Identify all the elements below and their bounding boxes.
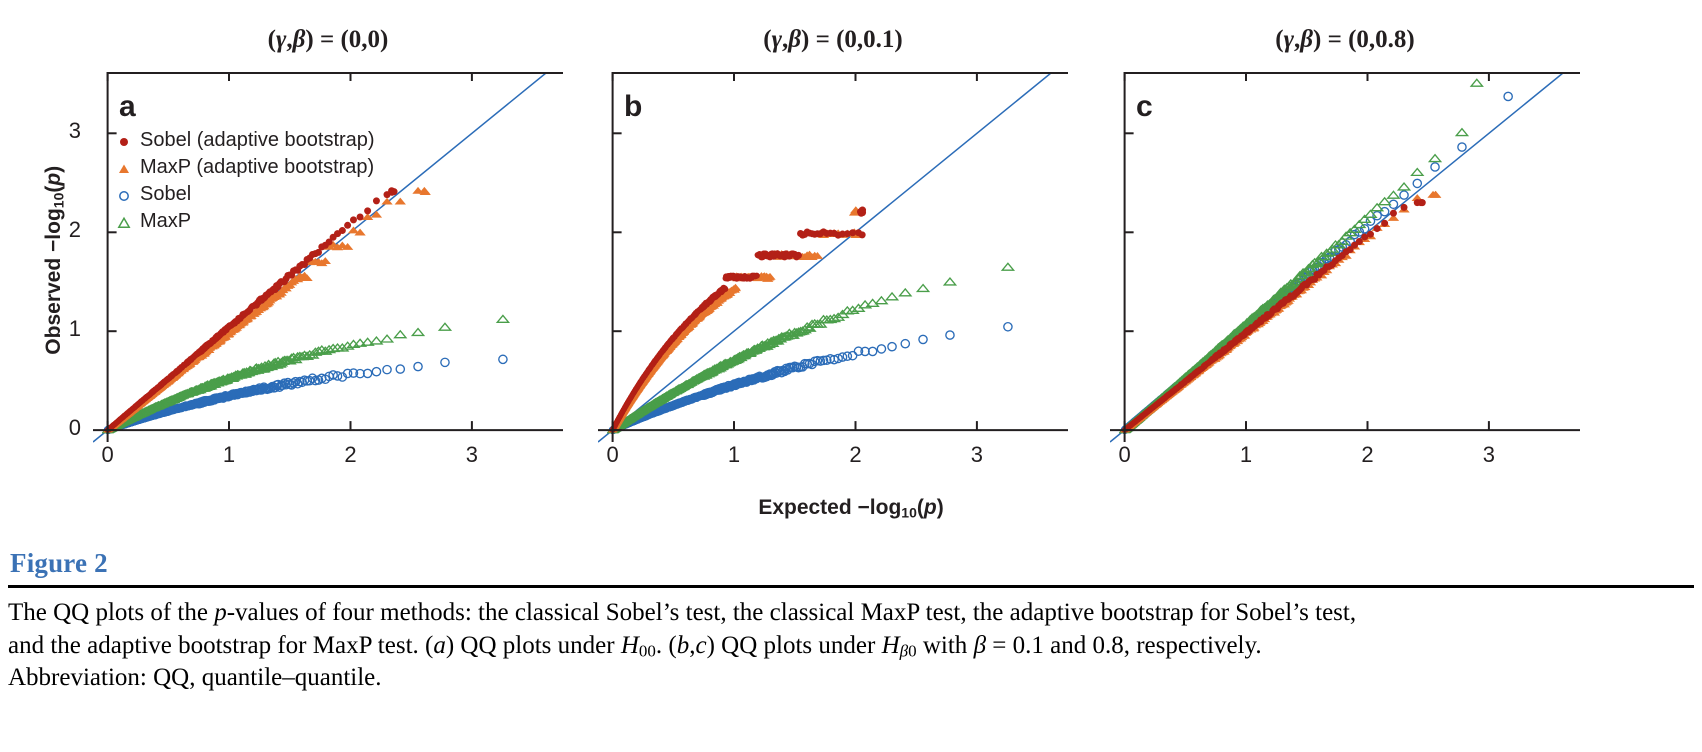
panel-title-c: (γ,β) = (0,0.8) — [1275, 26, 1415, 53]
legend-marker-open-triangle — [117, 215, 131, 229]
panel-letter-b: b — [624, 90, 643, 123]
legend-filled-circle-icon — [120, 137, 128, 146]
legend-filled-triangle-icon — [119, 164, 129, 173]
x-tick-label-a-1: 1 — [222, 442, 236, 468]
x-tick-label-c-3: 3 — [1482, 442, 1496, 468]
panel-letter-a: a — [119, 90, 136, 123]
x-tick-label-b-2: 2 — [849, 442, 862, 468]
x-tick-label-c-1: 1 — [1239, 442, 1253, 468]
legend-label: MaxP (adaptive bootstrap) — [140, 156, 375, 178]
series-open-triangle-c — [1118, 78, 1484, 434]
caption-line-2: and the adaptive bootstrap for MaxP test… — [8, 631, 1262, 661]
legend-marker-filled-circle — [117, 134, 131, 148]
qq-plot-b — [598, 72, 1068, 443]
caption-line-3: Abbreviation: QQ, quantile–quantile. — [8, 664, 382, 692]
legend-open-triangle-icon — [117, 216, 131, 228]
caption-line-1: The QQ plots of the p-values of four met… — [8, 599, 1357, 626]
y-tick-label-2: 2 — [68, 217, 81, 243]
figure-caption-block: Figure 2 The QQ plots of the p-values of… — [8, 548, 1698, 695]
legend-marker-filled-triangle — [117, 161, 131, 175]
x-tick-label-a-2: 2 — [344, 442, 357, 468]
y-axis-label: Observed −log10(p) — [41, 165, 67, 355]
panel-letter-c: c — [1136, 90, 1153, 123]
figure-label: Figure 2 — [10, 548, 108, 578]
legend-item-3: MaxP — [117, 210, 191, 233]
qq-plot-c — [1110, 72, 1580, 443]
panel-title-a: (γ,β) = (0,0) — [267, 26, 389, 53]
x-axis-label: Expected −log10(p) — [758, 496, 944, 521]
x-tick-label-a-0: 0 — [101, 442, 114, 468]
series-open-circle-a — [103, 354, 508, 434]
x-tick-label-c-0: 0 — [1118, 442, 1131, 468]
series-filled-circle-a — [104, 187, 398, 433]
legend-item-1: MaxP (adaptive bootstrap) — [117, 156, 374, 179]
identity-reference-line — [598, 72, 1053, 443]
legend-item-0: Sobel (adaptive bootstrap) — [117, 129, 375, 152]
qq-plot-a — [93, 72, 563, 443]
figure-area: Observed −log10(p) Expected −log10(p) (γ… — [41, 26, 1580, 521]
legend-marker-open-circle — [117, 188, 131, 202]
legend-label: Sobel — [140, 183, 192, 205]
legend-open-circle-icon — [119, 190, 129, 201]
y-tick-label-0: 0 — [68, 415, 81, 441]
caption-divider — [8, 585, 1694, 588]
legend-label: Sobel (adaptive bootstrap) — [140, 129, 375, 151]
legend-item-2: Sobel — [117, 183, 191, 206]
x-tick-label-b-3: 3 — [970, 442, 984, 468]
panel-title-b: (γ,β) = (0,0.1) — [763, 26, 903, 53]
y-tick-label-3: 3 — [68, 118, 81, 144]
x-tick-label-b-1: 1 — [727, 442, 741, 468]
caption-text: The QQ plots of the p-values of four met… — [8, 597, 1698, 695]
y-tick-label-1: 1 — [68, 316, 81, 342]
x-tick-label-c-2: 2 — [1361, 442, 1374, 468]
legend-label: MaxP — [140, 210, 192, 232]
series-filled-circle-b — [609, 206, 867, 433]
x-tick-label-a-3: 3 — [465, 442, 479, 468]
x-tick-label-b-0: 0 — [606, 442, 619, 468]
